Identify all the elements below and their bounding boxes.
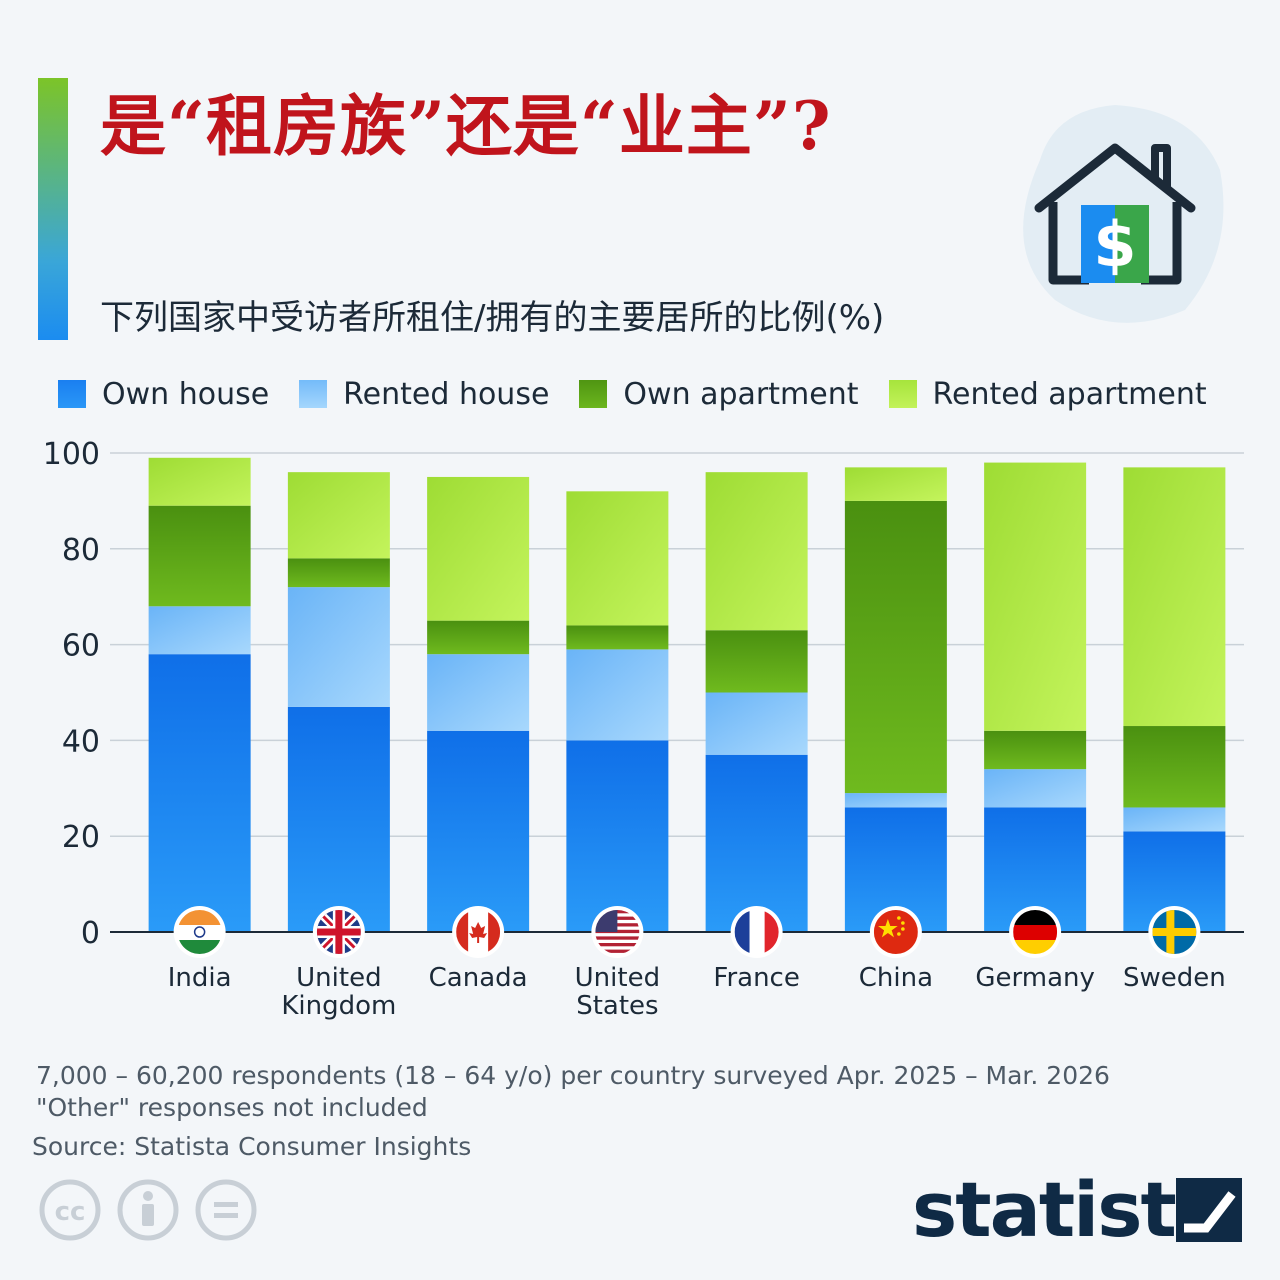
- legend-label: Own apartment: [623, 376, 859, 412]
- germany-flag: [1009, 906, 1062, 958]
- legend-item-own-house: Own house: [58, 377, 269, 412]
- bar-segment-rented-house: [148, 606, 251, 655]
- legend-swatch: [888, 380, 917, 408]
- bar-segment-rented-apartment: [148, 457, 251, 506]
- statista-logo-mark-icon: [1176, 1178, 1242, 1242]
- bar-segment-own-house: [287, 706, 390, 932]
- chart-notes: 7,000 – 60,200 respondents (18 – 64 y/o)…: [36, 1060, 1110, 1124]
- other-note: "Other" responses not included: [36, 1093, 428, 1122]
- x-tick-label: France: [713, 963, 799, 993]
- legend-label: Rented apartment: [932, 376, 1207, 412]
- chart-title: 是“租房族”还是“业主”?: [100, 87, 832, 165]
- united-kingdom-flag: [312, 906, 365, 958]
- x-tick-label: States: [576, 991, 658, 1021]
- legend-swatch: [299, 380, 328, 408]
- bar-segment-own-apartment: [148, 505, 251, 607]
- legend-swatch: [58, 380, 86, 408]
- bar-segment-rented-apartment: [287, 472, 390, 559]
- creative-commons-icon[interactable]: cc: [38, 1178, 102, 1242]
- bar-segment-rented-house: [984, 769, 1087, 808]
- x-tick-label: Kingdom: [281, 991, 396, 1021]
- bar-segment-rented-apartment: [844, 467, 947, 501]
- x-tick-label: India: [168, 963, 232, 993]
- chart-subtitle: 下列国家中受访者所租住/拥有的主要居所的比例(%): [100, 298, 885, 338]
- bar-segment-own-apartment: [1123, 726, 1226, 808]
- y-tick-label: 40: [62, 724, 100, 759]
- x-tick-label: United: [296, 963, 381, 993]
- y-tick-label: 20: [62, 820, 100, 855]
- bar-segment-rented-house: [844, 793, 947, 808]
- x-tick-label: Sweden: [1123, 963, 1226, 993]
- y-tick-label: 80: [62, 533, 100, 568]
- legend-item-rented-house: Rented house: [299, 377, 549, 412]
- y-tick-label: 100: [43, 437, 100, 472]
- svg-text:cc: cc: [55, 1197, 86, 1227]
- bar-segment-own-apartment: [984, 730, 1087, 770]
- license-icons: cc: [38, 1178, 258, 1242]
- house-dollar-icon: $: [1023, 105, 1224, 323]
- svg-text:$: $: [1093, 208, 1136, 281]
- legend-label: Rented house: [343, 376, 550, 412]
- bar-segment-rented-house: [427, 654, 530, 731]
- bar-segment-rented-house: [566, 649, 669, 741]
- y-tick-label: 0: [81, 916, 100, 951]
- bar-segment-own-house: [566, 740, 669, 932]
- legend-swatch: [579, 380, 608, 408]
- bar-segment-own-apartment: [844, 500, 947, 794]
- bar-segment-own-apartment: [705, 630, 808, 693]
- bar-segment-own-apartment: [287, 558, 390, 588]
- bar-segment-own-house: [427, 730, 530, 932]
- legend-label: Own house: [102, 376, 270, 412]
- legend-item-rented-apartment: Rented apartment: [888, 376, 1207, 412]
- bar-segment-own-house: [148, 654, 251, 932]
- no-derivatives-icon[interactable]: [194, 1178, 258, 1242]
- bar-segment-own-house: [705, 754, 808, 932]
- y-tick-label: 60: [62, 629, 100, 664]
- x-tick-label: Germany: [975, 963, 1095, 993]
- x-tick-label: China: [859, 963, 933, 993]
- bar-segment-rented-house: [287, 587, 390, 707]
- x-tick-label: Canada: [429, 963, 528, 993]
- france-flag: [730, 906, 783, 958]
- x-tick-label: United: [575, 963, 660, 993]
- bar-segment-rented-apartment: [427, 476, 530, 621]
- bar-segment-rented-house: [1123, 807, 1226, 832]
- bar-segment-rented-apartment: [984, 462, 1087, 731]
- bar-segment-rented-apartment: [1123, 467, 1226, 727]
- respondents-note: 7,000 – 60,200 respondents (18 – 64 y/o)…: [36, 1061, 1110, 1090]
- sweden-flag: [1148, 906, 1201, 958]
- bar-segment-own-apartment: [427, 620, 530, 655]
- canada-flag: [452, 906, 505, 958]
- statista-logo[interactable]: statista: [912, 1165, 1226, 1254]
- bar-segment-own-apartment: [566, 625, 669, 650]
- accent-bar: [38, 78, 68, 340]
- india-flag: [173, 906, 226, 958]
- united-states-flag: [591, 906, 644, 958]
- chart-legend: Own house Rented house Own apartment Ren…: [58, 374, 1237, 414]
- bar-segment-rented-apartment: [705, 472, 808, 631]
- attribution-icon[interactable]: [116, 1178, 180, 1242]
- china-flag: [869, 906, 922, 958]
- legend-item-own-apartment: Own apartment: [579, 376, 859, 412]
- bar-segment-rented-house: [705, 692, 808, 755]
- source-note: Source: Statista Consumer Insights: [32, 1132, 472, 1161]
- bar-segment-rented-apartment: [566, 491, 669, 626]
